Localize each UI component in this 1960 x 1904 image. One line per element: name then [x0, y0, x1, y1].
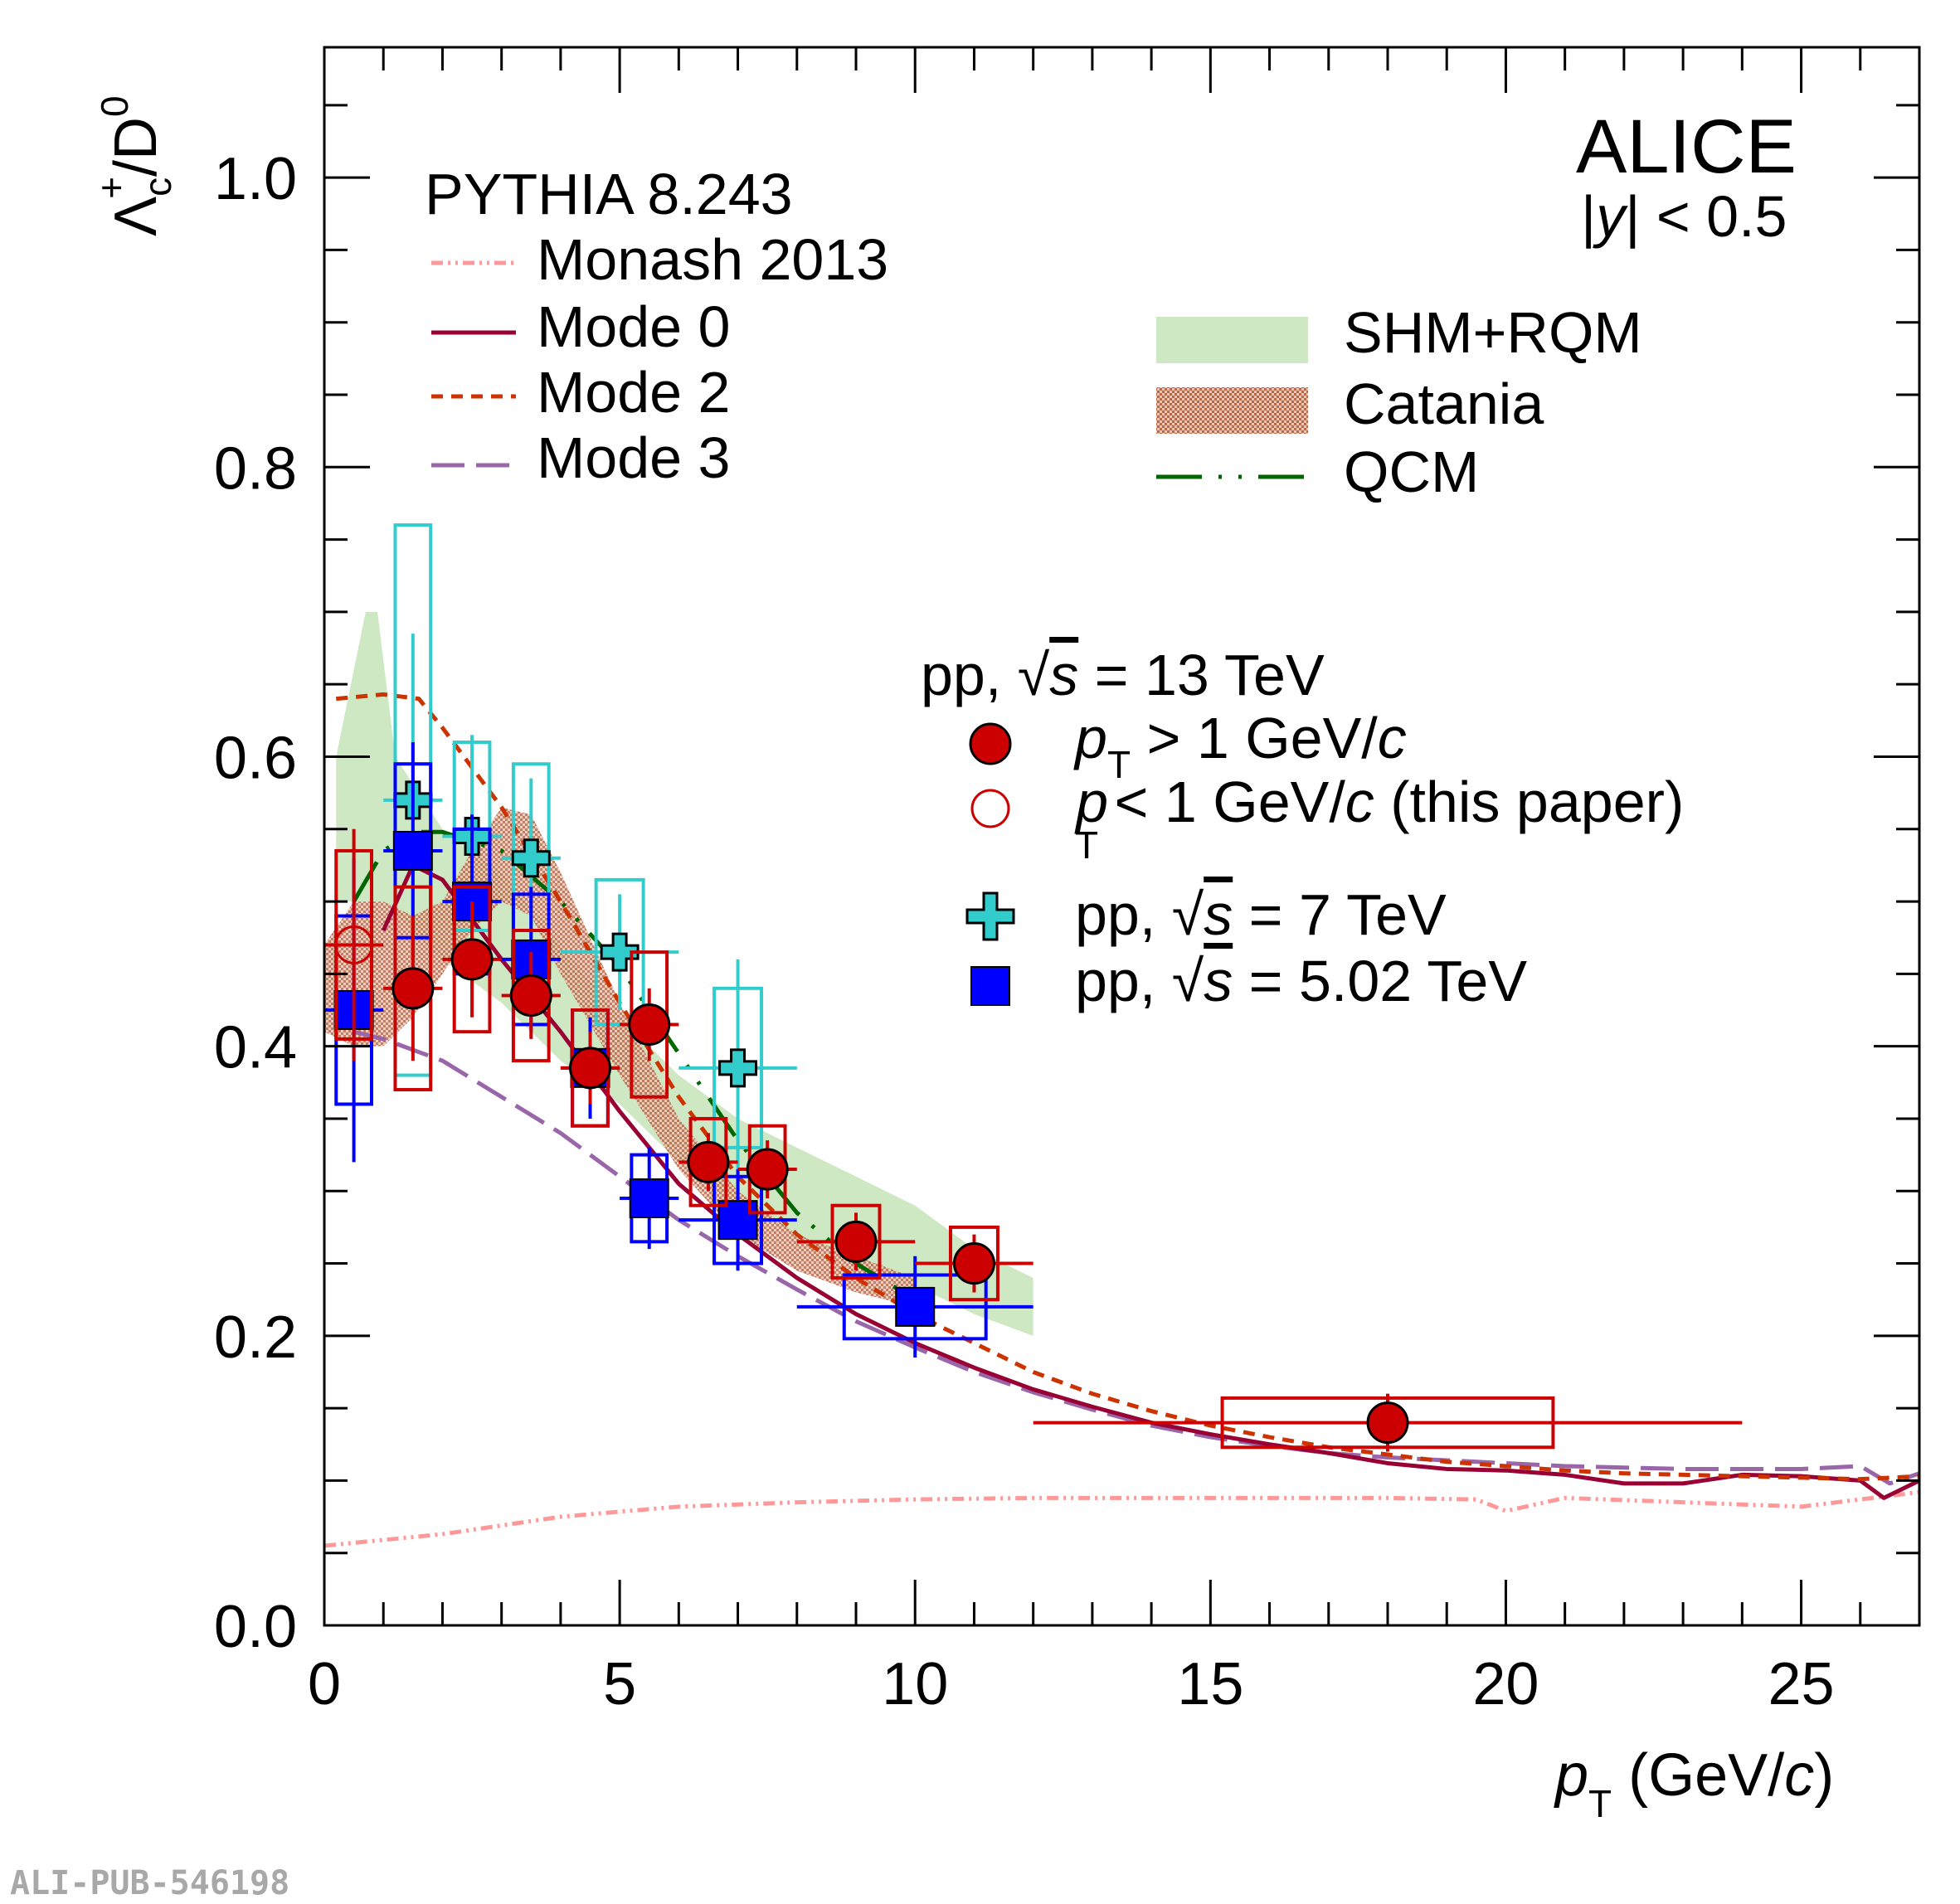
x-tick-label: 10 — [882, 1651, 948, 1717]
data-points — [324, 523, 1743, 1452]
pp13_high-marker — [628, 1003, 671, 1046]
pp7-marker — [511, 838, 551, 878]
pp13_high-point — [442, 885, 502, 1034]
pp13_high-point — [560, 1008, 620, 1128]
x-tick-label: 25 — [1768, 1651, 1835, 1717]
pp7-marker — [600, 932, 640, 972]
qcm-curve — [352, 829, 917, 1302]
pp13_high-point — [915, 1225, 1033, 1302]
y-tick-label: 0.2 — [214, 1304, 297, 1371]
legend-label-catania: Catania — [1344, 372, 1544, 436]
experiment-label: ALICE — [1576, 104, 1797, 189]
y-tick-label: 0.8 — [214, 435, 297, 502]
monash-curve — [324, 1489, 1919, 1548]
mode3-curve — [353, 1029, 1919, 1486]
mode2-curve — [336, 692, 1919, 1482]
legend-label-mode3: Mode 3 — [537, 425, 730, 490]
pp5-point — [620, 1147, 679, 1250]
pythia-title: PYTHIA 8.243 — [425, 162, 793, 226]
x-tick-label: 0 — [308, 1651, 341, 1717]
pp13_high-marker — [834, 1220, 878, 1263]
legend-swatch-shm — [1156, 317, 1308, 363]
legend-marker-5tev — [970, 966, 1010, 1006]
pp5-marker — [392, 830, 433, 871]
legend-label-qcm: QCM — [1344, 440, 1479, 504]
legend-label-mode0: Mode 0 — [537, 294, 730, 359]
pp13_high-point — [678, 1116, 738, 1207]
svg-text:pT (GeV/c): pT (GeV/c) — [1554, 1742, 1834, 1825]
pythia-legend: PYTHIA 8.243 Monash 2013 Mode 0 Mode 2 M… — [425, 162, 888, 490]
figure-id: ALI-PUB-546198 — [10, 1864, 289, 1902]
catania-band — [324, 807, 916, 1307]
pp13_high-marker — [392, 967, 435, 1010]
legend-swatch-catania — [1156, 387, 1308, 434]
pp13_high-marker — [1366, 1401, 1409, 1445]
plot-frame — [323, 46, 1921, 1627]
pp13_high-point — [501, 928, 561, 1063]
y-tick-label: 1.0 — [214, 146, 297, 212]
legend-header-13tev: pp, √s = 13 TeV — [921, 643, 1325, 707]
pp13_high-point — [620, 950, 679, 1099]
legend-label-13tev-high: pT > 1 GeV/c — [1073, 706, 1407, 786]
pp13_high-marker — [746, 1148, 789, 1191]
pp13_high-point — [1033, 1393, 1743, 1452]
pp13_high-point — [737, 1124, 797, 1215]
legend-label-shm: SHM+RQM — [1344, 300, 1642, 365]
pp13_high-point — [383, 885, 443, 1092]
axis-ticks — [323, 47, 1921, 1627]
y-tick-label: 0.0 — [214, 1594, 297, 1660]
x-tick-label: 15 — [1177, 1651, 1243, 1717]
x-tick-label: 20 — [1472, 1651, 1539, 1717]
y-tick-label: 0.6 — [214, 725, 297, 791]
y-tick-label: 0.4 — [214, 1015, 297, 1081]
legend-label-5tev: pp, √s = 5.02 TeV — [1075, 949, 1527, 1013]
pp13_high-marker — [450, 938, 494, 981]
pp5-point — [796, 1256, 1033, 1358]
legend-marker-7tev — [965, 891, 1015, 941]
x-axis-title: pT (GeV/c) — [1554, 1742, 1834, 1825]
rapidity-label: |y| < 0.5 — [1581, 184, 1787, 249]
pp13_high-point — [796, 1203, 916, 1280]
pp7-point — [678, 959, 797, 1177]
theory-legend: SHM+RQM Catania QCM — [1156, 300, 1642, 504]
pp13_high-marker — [952, 1242, 995, 1285]
pp13_high-marker — [509, 974, 552, 1018]
legend-marker-13tev-low — [970, 789, 1010, 828]
legend-marker-13tev-high — [969, 722, 1012, 765]
legend-label-7tev: pp, √s = 7 TeV — [1075, 882, 1447, 947]
pp13_high-marker — [569, 1047, 611, 1090]
pp5-marker — [895, 1286, 936, 1327]
pp7-marker — [718, 1048, 758, 1088]
legend-label-mode2: Mode 2 — [537, 360, 730, 425]
x-tick-label: 5 — [603, 1651, 636, 1717]
legend-label-monash: Monash 2013 — [537, 227, 888, 292]
axis-tick-labels: 0 5 10 15 20 25 0.0 0.2 0.4 0.6 0.8 1.0 — [214, 146, 1835, 1717]
pp13_low-marker — [334, 925, 374, 964]
pp13_high-marker — [687, 1140, 730, 1183]
pp5-marker — [629, 1178, 669, 1218]
pp13_low-point — [324, 828, 384, 1061]
svg-text:Λc+/D0: Λc+/D0 — [90, 95, 179, 236]
y-axis-title: Λc+/D0 — [90, 95, 179, 236]
